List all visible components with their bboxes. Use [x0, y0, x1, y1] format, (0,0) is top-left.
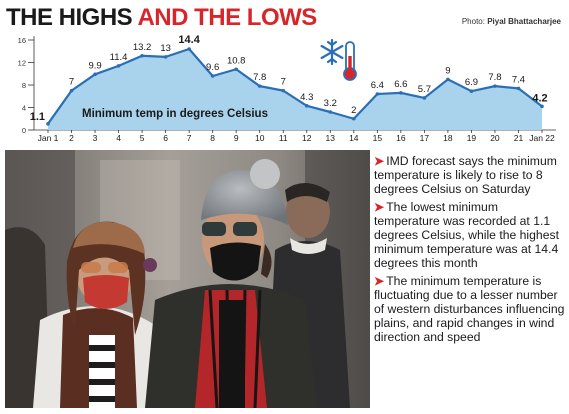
thermometer-snowflake-icon: [320, 38, 357, 81]
data-point: [375, 92, 380, 96]
photo-illustration: [5, 150, 370, 408]
x-tick-label: 16: [396, 133, 406, 143]
photo-credit-name: Piyal Bhattacharjee: [487, 17, 561, 26]
y-tick-label: 4: [22, 104, 26, 113]
data-point: [234, 67, 238, 72]
bullet-item: ➤ The lowest minimum temperature was reco…: [374, 200, 566, 271]
data-point: [187, 47, 191, 51]
data-point: [399, 91, 403, 95]
x-tick-label: 6: [163, 133, 168, 143]
data-label: 9.6: [206, 62, 219, 73]
data-label: 14.4: [178, 34, 200, 46]
data-point: [257, 84, 262, 88]
x-tick-label: 14: [349, 133, 359, 143]
data-label: 7: [281, 77, 286, 88]
data-point: [493, 84, 497, 88]
x-tick-label: 3: [93, 133, 98, 143]
data-label: 5.7: [418, 84, 431, 95]
data-label: 7.8: [488, 72, 501, 83]
data-label: 9: [445, 65, 450, 76]
x-tick-label: 17: [420, 133, 430, 143]
data-point: [93, 72, 97, 77]
area-fill: [48, 49, 542, 130]
x-tick-label: 20: [490, 133, 500, 143]
y-tick-label: 8: [22, 81, 26, 90]
series-line: [47, 47, 543, 125]
data-point: [469, 89, 474, 93]
data-label: 13.2: [133, 42, 152, 53]
x-tick-label: 4: [116, 133, 121, 143]
data-point: [140, 53, 144, 58]
headline-part-1: THE HIGHS: [6, 4, 138, 31]
data-label: 6.4: [371, 80, 384, 91]
temperature-chart: 0 4 8 12 16 Jan 1 2 3 4 5 6 7 8 9 10 11 12 13 14 15 16 17 18 19…: [18, 34, 556, 143]
data-point: [540, 104, 544, 109]
chart-title: Minimum temp in degrees Celsius: [82, 108, 268, 120]
data-label: 11.4: [110, 52, 128, 63]
data-label: 3.2: [324, 98, 337, 109]
x-tick-label: 9: [234, 133, 239, 143]
data-label: 1.1: [30, 111, 45, 123]
x-tick-label: 7: [187, 133, 192, 143]
data-label: 7.8: [253, 72, 266, 83]
bullet-text: The minimum temperature is fluctuating d…: [374, 273, 565, 345]
bullet-list: ➤ IMD forecast says the minimum temperatu…: [374, 154, 566, 348]
x-tick-label: 2: [69, 133, 74, 143]
headline: THE HIGHS AND THE LOWS: [6, 4, 317, 32]
bullet-item: ➤ The minimum temperature is fluctuating …: [374, 274, 566, 345]
data-point: [446, 77, 450, 82]
x-tick-label: 11: [279, 133, 288, 143]
chart-area-layer: [47, 47, 543, 130]
x-tick-label: 12: [302, 133, 312, 143]
news-photo: [5, 150, 370, 408]
x-tick-label: Jan 22: [529, 133, 555, 143]
data-point: [210, 74, 215, 78]
arrow-icon: ➤: [374, 199, 385, 214]
bullet-item: ➤ IMD forecast says the minimum temperatu…: [374, 154, 566, 197]
data-label: 6.9: [465, 77, 478, 88]
arrow-icon: ➤: [374, 273, 385, 288]
data-label: 4.3: [300, 92, 313, 103]
data-label: 7: [69, 77, 74, 88]
data-point: [46, 122, 50, 126]
chart-data-labels: 1.1 7 9.9 11.4 13.2 13 14.4 9.6 10.8 7.8 7 4.3 3.2 2 6…: [30, 34, 548, 123]
y-tick-label: 12: [18, 59, 26, 68]
x-tick-label: 19: [467, 133, 477, 143]
data-label: 2: [351, 105, 356, 116]
data-point: [69, 88, 74, 93]
data-label: 10.8: [227, 55, 246, 66]
x-tick-label: Jan 1: [38, 133, 59, 143]
x-tick-label: 18: [443, 133, 453, 143]
data-point: [116, 64, 121, 68]
x-tick-label: 5: [140, 133, 145, 143]
x-tick-label: 15: [373, 133, 383, 143]
photo-credit-prefix: Photo:: [461, 17, 488, 26]
data-label: 7.4: [512, 74, 525, 85]
data-point: [352, 116, 356, 121]
data-point: [163, 55, 168, 59]
headline-part-2: AND THE LOWS: [137, 4, 317, 31]
data-label: 6.6: [394, 79, 407, 90]
x-tick-label: 10: [255, 133, 265, 143]
data-label: 13: [160, 43, 171, 54]
data-label: 4.2: [532, 92, 547, 104]
bullet-text: The lowest minimum temperature was recor…: [374, 199, 559, 271]
photo-credit: Photo: Piyal Bhattacharjee: [462, 17, 561, 26]
data-point: [516, 86, 521, 91]
y-tick-label: 0: [22, 126, 26, 135]
x-tick-label: 8: [210, 133, 215, 143]
data-label: 9.9: [88, 60, 101, 71]
data-point: [281, 88, 286, 93]
x-tick-label: 21: [514, 133, 524, 143]
chart-axes: 0 4 8 12 16 Jan 1 2 3 4 5 6 7 8 9 10 11 12 13 14 15 16 17 18 19…: [18, 36, 556, 143]
arrow-icon: ➤: [374, 154, 385, 168]
y-tick-label: 16: [18, 36, 26, 45]
x-tick-label: 13: [326, 133, 336, 143]
data-point: [422, 96, 427, 100]
data-point: [328, 110, 333, 114]
data-point: [304, 104, 309, 108]
bullet-text: IMD forecast says the minimum temperatur…: [374, 154, 557, 197]
chart-points: [46, 47, 544, 126]
